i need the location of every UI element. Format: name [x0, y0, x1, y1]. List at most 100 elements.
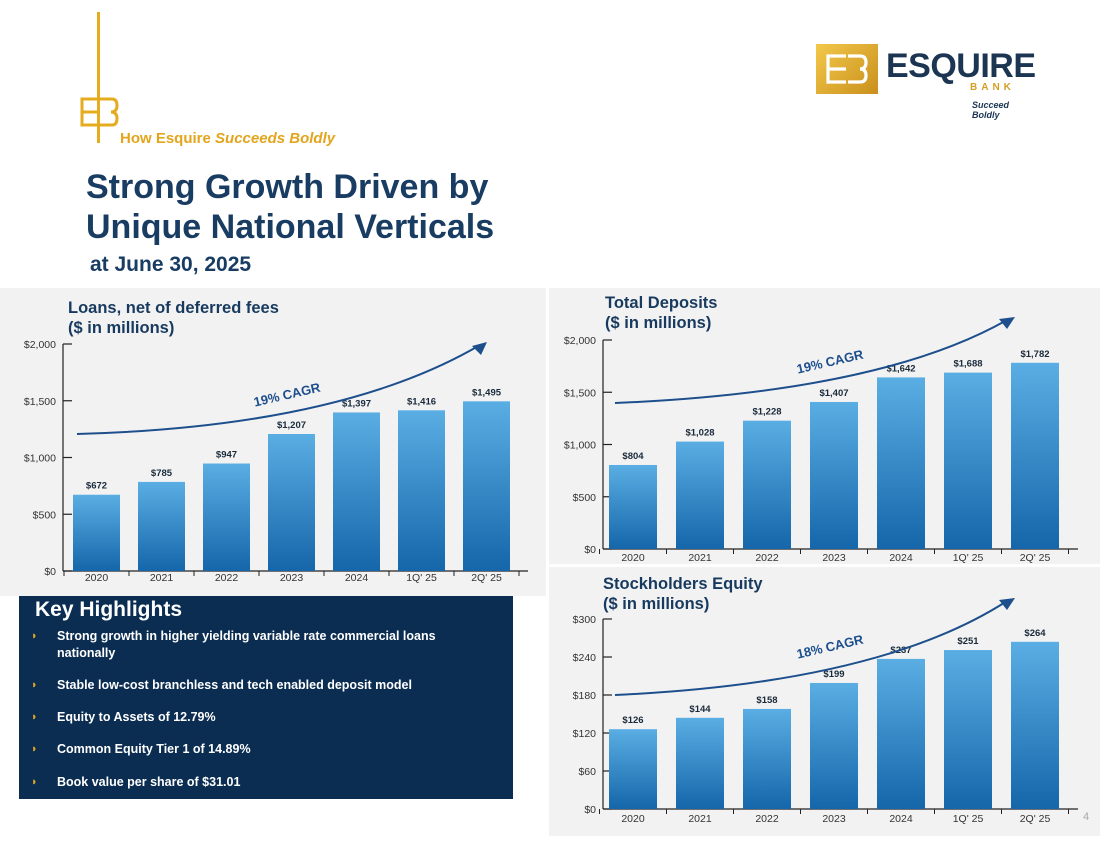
equity-chart-title-line2: ($ in millions)	[603, 595, 710, 613]
equity-y-tick-label: $300	[573, 614, 597, 626]
highlight-item: ◗ Stable low-cost branchless and tech ena…	[31, 677, 477, 694]
page-title-line2: Unique National Verticals	[86, 208, 495, 246]
deposits-bar	[676, 441, 724, 549]
esquire-bank-logo: ESQUIRE BANK Succeed Boldly	[816, 44, 1036, 120]
gold-divider-line	[97, 12, 100, 143]
deposits-category-label: 2021	[688, 552, 712, 564]
equity-bar	[877, 658, 925, 809]
equity-chart: $0 $60 $120 $180 $240 $300 $126 2020 $144 2021 $15…	[573, 598, 1078, 825]
page-title: Strong Growth Driven by Unique National V…	[86, 167, 494, 247]
equity-bar	[743, 708, 791, 809]
as-of-date: at June 30, 2025	[90, 253, 252, 276]
subhead-prefix: How Esquire	[120, 130, 216, 147]
equity-category-label: 2024	[889, 813, 913, 825]
loans-y-tick-label: $2,000	[24, 339, 56, 351]
highlight-item: ◗ Strong growth in higher yielding variab…	[31, 628, 477, 662]
deposits-category-label: 2024	[889, 552, 913, 564]
deposits-category-label: 2023	[822, 552, 846, 564]
equity-category-label: 2023	[822, 813, 846, 825]
highlight-text: Stable low-cost branchless and tech enab…	[57, 678, 412, 692]
loans-bar-value-label: $1,397	[342, 398, 371, 409]
deposits-bar-value-label: $1,407	[819, 388, 848, 399]
bullet-icon: ◗	[31, 630, 38, 642]
equity-chart-title-line1: Stockholders Equity	[603, 575, 763, 593]
highlight-item: ◗ Equity to Assets of 12.79%	[31, 709, 477, 726]
deposits-bar-value-label: $1,642	[886, 363, 915, 374]
equity-bar-value-label: $251	[957, 636, 979, 647]
bullet-icon: ◗	[31, 679, 38, 691]
eb-monogram-icon	[80, 97, 119, 127]
loans-bar-value-label: $672	[86, 481, 107, 492]
equity-bar	[676, 717, 724, 809]
loans-bar-value-label: $785	[151, 468, 173, 479]
deposits-bar	[944, 372, 992, 549]
equity-y-tick-label: $60	[578, 766, 596, 778]
equity-bar-value-label: $126	[622, 715, 643, 726]
deposits-bar-value-label: $1,782	[1020, 349, 1049, 360]
loans-category-label: 2020	[85, 572, 109, 584]
loans-cagr-arrow-head	[472, 342, 487, 355]
deposits-chart-title: Total Deposits ($ in millions)	[605, 293, 717, 333]
loans-chart-title-line1: Loans, net of deferred fees	[68, 299, 279, 317]
loans-y-tick-label: $1,000	[24, 453, 56, 465]
deposits-chart-title-line2: ($ in millions)	[605, 314, 712, 332]
equity-y-tick-label: $180	[573, 690, 597, 702]
loans-category-label: 2Q' 25	[471, 572, 502, 584]
logo-eb-icon	[826, 54, 868, 84]
highlight-text: Book value per share of $31.01	[57, 775, 241, 789]
loans-bar-value-label: $1,416	[407, 396, 436, 407]
logo-mark	[816, 44, 878, 94]
loans-bar	[268, 434, 315, 571]
loans-category-label: 2021	[150, 572, 174, 584]
page-title-line1: Strong Growth Driven by	[86, 168, 489, 206]
deposits-y-tick-label: $1,500	[564, 387, 596, 399]
deposits-bar-value-label: $1,028	[685, 428, 714, 439]
deposits-y-tick-label: $0	[584, 544, 596, 556]
loans-chart-panel: Loans, net of deferred fees ($ in millio…	[0, 288, 546, 596]
loans-category-label: 2024	[345, 572, 369, 584]
deposits-bar-value-label: $804	[622, 451, 644, 462]
loans-chart-title: Loans, net of deferred fees ($ in millio…	[68, 298, 279, 338]
deposits-cagr-trend-line	[614, 319, 1008, 404]
deposits-y-tick-label: $2,000	[564, 335, 596, 347]
loans-bar	[203, 463, 250, 571]
loans-bar	[398, 410, 445, 571]
loans-bar-value-label: $1,207	[277, 420, 306, 431]
equity-bar	[1011, 641, 1059, 809]
equity-category-label: 1Q' 25	[953, 813, 984, 825]
deposits-bar	[810, 401, 858, 549]
loans-category-label: 2023	[280, 572, 304, 584]
deposits-bar	[743, 420, 791, 549]
loans-cagr-trend-line	[76, 344, 481, 435]
loans-cagr-label: 19% CAGR	[252, 380, 322, 410]
equity-bar	[944, 650, 992, 809]
equity-bar	[810, 682, 858, 809]
equity-chart-panel: Stockholders Equity ($ in millions) $0 $6…	[549, 567, 1100, 836]
deposits-bar-value-label: $1,688	[953, 359, 982, 370]
deposits-y-tick-label: $1,000	[564, 440, 596, 452]
deposits-chart-panel: Total Deposits ($ in millions) $0 $500 $1,…	[549, 288, 1100, 564]
deposits-bar-value-label: $1,228	[752, 407, 781, 418]
loans-y-tick-label: $1,500	[24, 396, 56, 408]
equity-chart-title: Stockholders Equity ($ in millions)	[603, 574, 763, 614]
equity-cagr-arrow-head	[999, 598, 1015, 610]
logo-name: ESQUIRE	[886, 47, 1036, 85]
logo-tagline: Succeed Boldly	[972, 100, 1010, 120]
loans-y-tick-label: $0	[44, 566, 56, 578]
deposits-bar	[877, 377, 925, 549]
equity-category-label: 2Q' 25	[1020, 813, 1051, 825]
loans-bar	[73, 494, 120, 571]
loans-category-label: 1Q' 25	[406, 572, 437, 584]
bullet-icon: ◗	[31, 711, 38, 723]
bullet-icon: ◗	[31, 743, 38, 755]
highlight-text: Common Equity Tier 1 of 14.89%	[57, 742, 251, 756]
equity-category-label: 2022	[755, 813, 779, 825]
equity-category-label: 2020	[621, 813, 645, 825]
deposits-bar	[609, 464, 657, 549]
deposits-bar	[1011, 362, 1059, 549]
loans-bar-value-label: $1,495	[472, 387, 502, 398]
loans-chart-title-line2: ($ in millions)	[68, 319, 175, 337]
equity-bar	[609, 729, 657, 809]
key-highlights-box: Key Highlights ◗ Strong growth in higher …	[19, 596, 513, 799]
loans-category-label: 2022	[215, 572, 239, 584]
